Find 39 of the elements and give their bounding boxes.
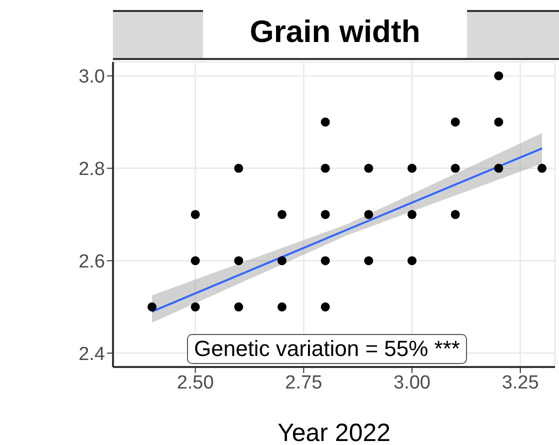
point xyxy=(190,302,200,312)
point xyxy=(364,210,374,220)
point xyxy=(234,164,244,173)
point xyxy=(190,256,200,266)
point xyxy=(190,210,200,220)
point xyxy=(450,164,460,173)
x-tick-label: 3.00 xyxy=(394,372,430,394)
point xyxy=(494,164,504,173)
point xyxy=(277,210,287,220)
point xyxy=(407,256,417,266)
x-tick-label: 2.50 xyxy=(176,372,214,394)
point xyxy=(277,256,287,266)
point xyxy=(234,302,244,312)
y-tick-label: 3.0 xyxy=(78,66,105,88)
point xyxy=(450,210,460,220)
point xyxy=(320,256,330,266)
point xyxy=(450,118,460,127)
annotation: Genetic variation = 55% *** xyxy=(187,334,467,364)
point xyxy=(407,210,417,220)
point xyxy=(494,118,504,127)
point xyxy=(320,210,330,220)
point xyxy=(234,256,244,266)
y-tick-label: 2.4 xyxy=(78,344,106,365)
y-tick-label: 2.6 xyxy=(78,251,105,272)
x-tick-label: 3.25 xyxy=(502,372,539,394)
point xyxy=(537,164,547,173)
chart-title: Grain width xyxy=(203,6,467,58)
point xyxy=(147,302,157,312)
point xyxy=(277,302,287,312)
point xyxy=(494,71,504,80)
point xyxy=(320,302,330,312)
x-tick-label: 2.75 xyxy=(285,372,322,394)
point xyxy=(364,256,374,266)
point xyxy=(320,164,330,173)
point xyxy=(320,118,330,127)
point xyxy=(364,164,374,173)
y-tick-label: 2.8 xyxy=(78,159,105,180)
point xyxy=(407,164,417,173)
x-axis-title: Year 2022 xyxy=(277,419,391,445)
